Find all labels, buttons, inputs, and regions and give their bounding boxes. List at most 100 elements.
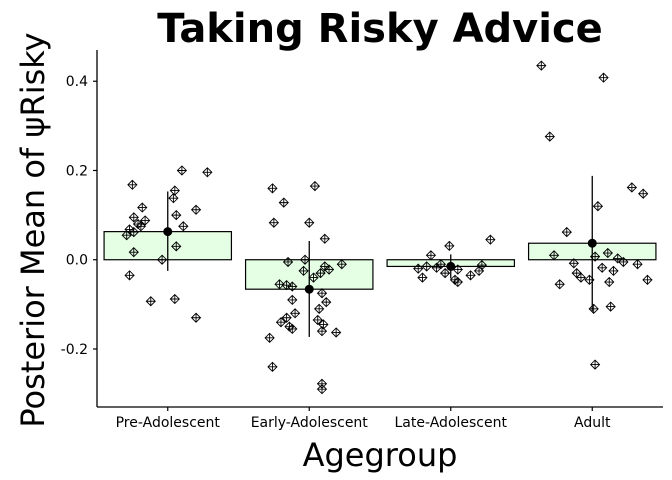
data-point — [612, 253, 623, 264]
data-point — [190, 312, 202, 323]
data-point — [452, 276, 463, 288]
data-point — [323, 264, 335, 275]
data-point — [330, 327, 342, 338]
data-point — [267, 183, 278, 194]
y-tick-label: 0.0 — [66, 253, 88, 269]
data-point — [128, 226, 139, 238]
data-point — [413, 263, 424, 274]
x-tick-label: Early-Adolescent — [251, 415, 369, 431]
data-point — [602, 247, 613, 259]
data-point — [168, 193, 179, 204]
data-point — [568, 258, 579, 269]
data-point — [135, 221, 147, 232]
data-point — [299, 254, 311, 265]
data-point — [156, 254, 168, 265]
data-point — [638, 188, 649, 199]
data-point — [473, 265, 485, 277]
data-point — [548, 250, 560, 261]
data-point — [298, 265, 309, 277]
y-tick-label: 0.2 — [66, 163, 88, 179]
data-point — [127, 179, 138, 190]
x-axis-title: Agegroup — [303, 436, 458, 474]
data-point — [169, 293, 180, 305]
mean-point — [163, 227, 173, 237]
data-point — [604, 276, 615, 288]
data-point — [598, 72, 609, 83]
data-point — [315, 267, 326, 279]
data-point — [544, 131, 555, 142]
data-point — [176, 165, 188, 176]
data-point — [264, 332, 275, 343]
data-point — [485, 234, 496, 245]
data-point — [618, 256, 629, 268]
data-point — [267, 361, 278, 372]
data-point — [608, 265, 619, 277]
data-point — [605, 301, 616, 312]
data-point — [431, 262, 442, 273]
data-point — [336, 259, 347, 270]
mean-point — [446, 261, 456, 271]
plot-area: 0.4 0.2 0.0 -0.2 Pre-Adolescent Early-Adolesc… — [61, 50, 663, 431]
data-point — [289, 308, 301, 319]
chart-title: Taking Risky Advice — [157, 6, 603, 52]
data-point — [444, 240, 455, 252]
x-tick-label: Pre-Adolescent — [116, 415, 221, 431]
y-axis-title: Posterior Mean of ψRisky — [14, 32, 52, 427]
y-tick-label: 0.4 — [66, 74, 88, 90]
data-point — [632, 259, 643, 270]
data-point — [190, 204, 202, 215]
data-point — [316, 288, 328, 299]
data-point — [314, 303, 325, 314]
data-point — [626, 182, 638, 193]
data-point — [536, 60, 547, 71]
data-point — [319, 233, 330, 244]
data-point — [642, 274, 653, 285]
data-point — [312, 314, 323, 326]
data-point — [124, 270, 135, 281]
data-point — [592, 201, 604, 212]
data-point — [316, 326, 328, 337]
data-point — [465, 270, 476, 281]
data-point — [268, 217, 280, 228]
data-point — [309, 180, 321, 192]
data-point — [304, 217, 315, 228]
data-point — [137, 202, 148, 213]
data-point — [597, 262, 608, 273]
data-point — [421, 261, 432, 272]
data-point — [171, 209, 182, 221]
data-point — [321, 296, 332, 308]
data-point — [275, 317, 287, 328]
x-tick-label: Late-Adolescent — [395, 415, 508, 431]
data-point — [287, 281, 298, 292]
data-point — [281, 312, 292, 323]
data-point — [287, 294, 298, 306]
data-point — [575, 272, 587, 283]
data-point — [554, 279, 565, 290]
data-point — [425, 250, 437, 261]
data-point — [417, 272, 428, 283]
data-point — [145, 296, 156, 307]
data-point — [439, 267, 451, 279]
data-point — [287, 323, 298, 335]
y-tick-label: -0.2 — [61, 342, 88, 358]
data-point — [121, 230, 132, 241]
data-point — [169, 185, 180, 196]
data-point — [588, 303, 599, 314]
data-point — [178, 221, 189, 232]
data-point — [202, 167, 213, 178]
data-point — [128, 247, 139, 258]
x-tick-label: Adult — [574, 415, 611, 431]
data-point — [139, 215, 151, 226]
data-point — [171, 241, 182, 252]
data-point — [278, 197, 289, 208]
data-point — [316, 384, 328, 395]
mean-point — [304, 284, 314, 294]
data-point — [308, 272, 319, 283]
data-point — [589, 359, 601, 370]
data-point — [128, 212, 139, 223]
data-point — [282, 256, 294, 268]
mean-point — [587, 238, 597, 248]
data-point — [561, 226, 572, 238]
data-point — [571, 267, 582, 279]
